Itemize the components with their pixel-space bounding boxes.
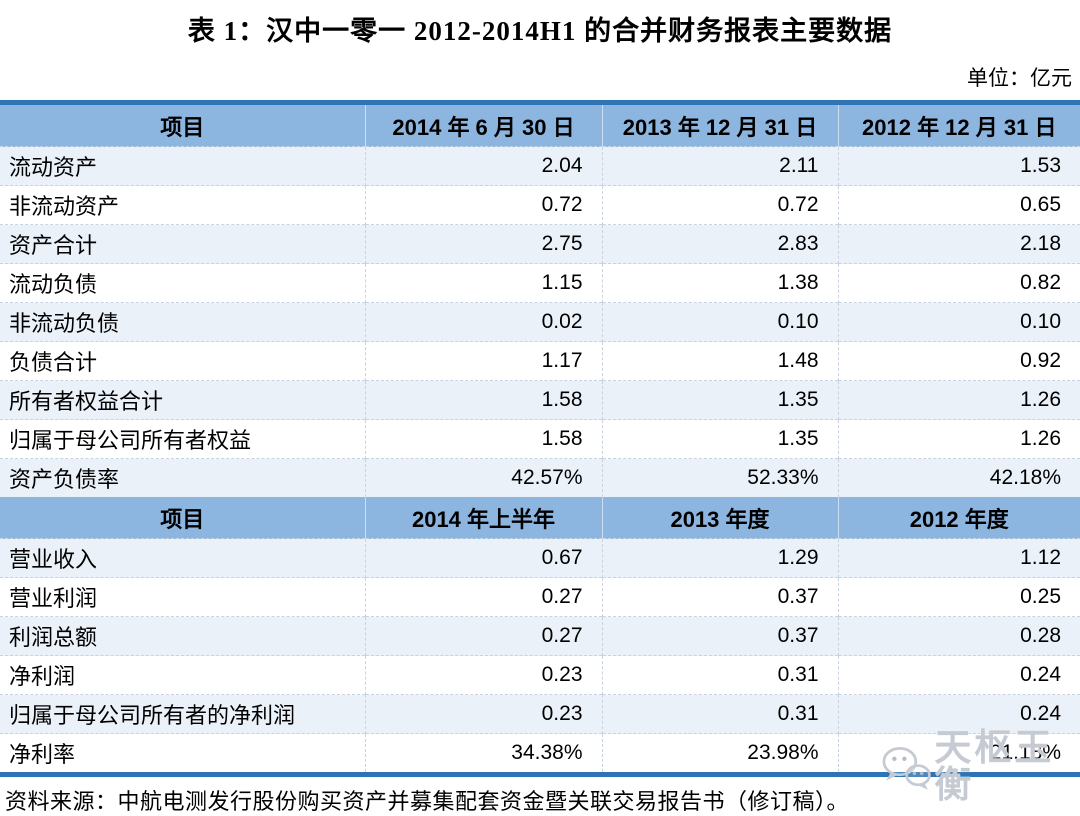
cell-value: 1.17 bbox=[364, 341, 602, 381]
cell-value: 1.53 bbox=[837, 146, 1080, 186]
cell-value: 2.04 bbox=[364, 146, 602, 186]
row-label: 资产负债率 bbox=[0, 458, 365, 497]
cell-value: 0.92 bbox=[837, 341, 1080, 381]
row-label: 归属于母公司所有者权益 bbox=[0, 419, 365, 459]
table-row: 资产合计 2.75 2.83 2.18 bbox=[0, 224, 1080, 264]
header-cell-period-2013: 2013 年度 bbox=[601, 497, 838, 539]
header-cell-period-2012: 2012 年度 bbox=[837, 497, 1080, 539]
cell-value: 1.15 bbox=[364, 263, 602, 303]
table-row: 营业收入 0.67 1.29 1.12 bbox=[0, 538, 1080, 578]
cell-value: 1.35 bbox=[601, 380, 838, 420]
cell-value: 1.26 bbox=[837, 380, 1080, 420]
cell-value: 2.83 bbox=[601, 224, 838, 264]
cell-value: 0.10 bbox=[837, 302, 1080, 342]
row-label: 流动负债 bbox=[0, 263, 365, 303]
cell-value: 0.28 bbox=[837, 616, 1080, 656]
table-row: 负债合计 1.17 1.48 0.92 bbox=[0, 341, 1080, 381]
table-row: 所有者权益合计 1.58 1.35 1.26 bbox=[0, 380, 1080, 420]
financial-table: 项目 2014 年 6 月 30 日 2013 年 12 月 31 日 2012… bbox=[0, 100, 1080, 777]
row-label: 利润总额 bbox=[0, 616, 365, 656]
cell-value: 1.58 bbox=[364, 380, 602, 420]
cell-value: 0.02 bbox=[364, 302, 602, 342]
row-label: 资产合计 bbox=[0, 224, 365, 264]
header-cell-item: 项目 bbox=[0, 102, 365, 147]
cell-value: 1.29 bbox=[601, 538, 838, 578]
cell-value: 0.31 bbox=[601, 694, 838, 734]
cell-value: 2.75 bbox=[364, 224, 602, 264]
row-label: 非流动资产 bbox=[0, 185, 365, 225]
table-row: 归属于母公司所有者的净利润 0.23 0.31 0.24 bbox=[0, 694, 1080, 734]
table-row: 利润总额 0.27 0.37 0.28 bbox=[0, 616, 1080, 656]
row-label: 营业利润 bbox=[0, 577, 365, 617]
table-row: 非流动资产 0.72 0.72 0.65 bbox=[0, 185, 1080, 225]
row-label: 营业收入 bbox=[0, 538, 365, 578]
cell-value: 0.27 bbox=[364, 616, 602, 656]
cell-value: 23.98% bbox=[601, 733, 838, 775]
row-label: 负债合计 bbox=[0, 341, 365, 381]
cell-value: 2.18 bbox=[837, 224, 1080, 264]
table-row: 净利润 0.23 0.31 0.24 bbox=[0, 655, 1080, 695]
row-label: 所有者权益合计 bbox=[0, 380, 365, 420]
cell-value: 1.35 bbox=[601, 419, 838, 459]
cell-value: 0.72 bbox=[364, 185, 602, 225]
cell-value: 0.24 bbox=[837, 655, 1080, 695]
header-cell-period-2014: 2014 年上半年 bbox=[364, 497, 602, 539]
source-note: 资料来源：中航电测发行股份购买资产并募集配套资金暨关联交易报告书（修订稿）。 bbox=[5, 789, 850, 814]
cell-value: 2.11 bbox=[601, 146, 838, 186]
cell-value: 1.58 bbox=[364, 419, 602, 459]
table-row: 资产负债率 42.57% 52.33% 42.18% bbox=[0, 458, 1080, 497]
cell-value: 1.48 bbox=[601, 341, 838, 381]
cell-value: 0.23 bbox=[364, 655, 602, 695]
header-cell-item: 项目 bbox=[0, 497, 365, 539]
row-label: 归属于母公司所有者的净利润 bbox=[0, 694, 365, 734]
cell-value: 1.38 bbox=[601, 263, 838, 303]
unit-label: 单位：亿元 bbox=[967, 66, 1072, 90]
table-row: 净利率 34.38% 23.98% 21.18% bbox=[0, 733, 1080, 775]
cell-value: 1.26 bbox=[837, 419, 1080, 459]
cell-value: 0.82 bbox=[837, 263, 1080, 303]
cell-value: 0.37 bbox=[601, 616, 838, 656]
row-label: 流动资产 bbox=[0, 146, 365, 186]
cell-value: 0.24 bbox=[837, 694, 1080, 734]
cell-value: 0.72 bbox=[601, 185, 838, 225]
income-statement-header-row: 项目 2014 年上半年 2013 年度 2012 年度 bbox=[0, 497, 1080, 539]
balance-sheet-header-row: 项目 2014 年 6 月 30 日 2013 年 12 月 31 日 2012… bbox=[0, 102, 1080, 147]
cell-value: 42.57% bbox=[364, 458, 602, 497]
table-row: 流动负债 1.15 1.38 0.82 bbox=[0, 263, 1080, 303]
table-row: 归属于母公司所有者权益 1.58 1.35 1.26 bbox=[0, 419, 1080, 459]
cell-value: 0.37 bbox=[601, 577, 838, 617]
table-row: 非流动负债 0.02 0.10 0.10 bbox=[0, 302, 1080, 342]
cell-value: 0.27 bbox=[364, 577, 602, 617]
header-cell-date-2012: 2012 年 12 月 31 日 bbox=[837, 102, 1080, 147]
row-label: 净利润 bbox=[0, 655, 365, 695]
cell-value: 0.25 bbox=[837, 577, 1080, 617]
cell-value: 0.67 bbox=[364, 538, 602, 578]
header-cell-date-2013: 2013 年 12 月 31 日 bbox=[601, 102, 838, 147]
cell-value: 42.18% bbox=[837, 458, 1080, 497]
row-label: 非流动负债 bbox=[0, 302, 365, 342]
page-title: 表 1：汉中一零一 2012-2014H1 的合并财务报表主要数据 bbox=[187, 16, 893, 46]
cell-value: 34.38% bbox=[364, 733, 602, 775]
header-cell-date-2014: 2014 年 6 月 30 日 bbox=[364, 102, 602, 147]
cell-value: 0.31 bbox=[601, 655, 838, 695]
cell-value: 21.18% bbox=[837, 733, 1080, 775]
cell-value: 0.65 bbox=[837, 185, 1080, 225]
table-row: 流动资产 2.04 2.11 1.53 bbox=[0, 146, 1080, 186]
table-row: 营业利润 0.27 0.37 0.25 bbox=[0, 577, 1080, 617]
cell-value: 0.10 bbox=[601, 302, 838, 342]
cell-value: 52.33% bbox=[601, 458, 838, 497]
row-label: 净利率 bbox=[0, 733, 365, 775]
cell-value: 0.23 bbox=[364, 694, 602, 734]
cell-value: 1.12 bbox=[837, 538, 1080, 578]
